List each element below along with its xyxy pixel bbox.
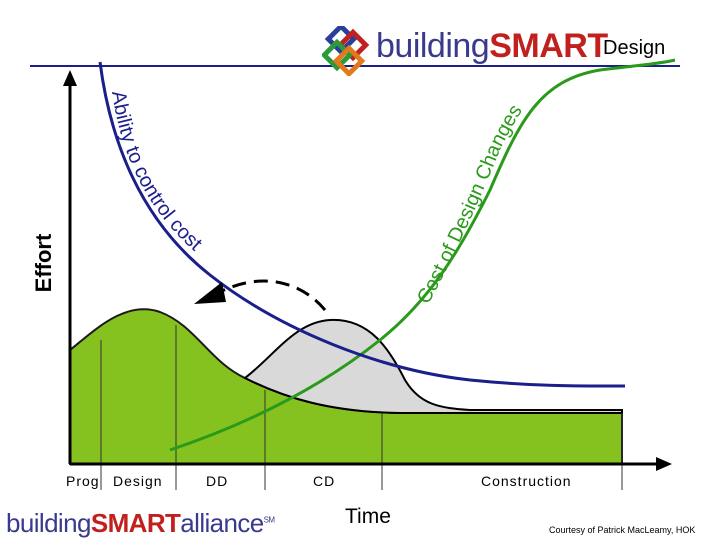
footer-logo-light: building: [6, 508, 91, 538]
header-brand: buildingSMART: [376, 27, 608, 66]
ability-curve: [98, 61, 626, 388]
footer-logo: buildingSMARTallianceSM: [6, 508, 275, 539]
image-credit: Courtesy of Patrick MacLeamy, HOK: [549, 525, 696, 535]
phase-dd: DD: [206, 473, 229, 489]
x-axis-arrow: [656, 457, 672, 471]
y-axis-label: Effort: [31, 233, 56, 293]
phase-construction: Construction: [481, 473, 572, 489]
footer-logo-tail: alliance: [180, 508, 264, 538]
phase-cd: CD: [313, 473, 336, 489]
header-brand-bold: SMART: [489, 27, 608, 65]
preferred-effort-area: [243, 318, 623, 414]
y-axis-arrow: [63, 70, 77, 86]
shift-effort-arrow: [219, 279, 327, 311]
footer-logo-bold: SMART: [90, 508, 181, 538]
x-axis-label: Time: [345, 505, 391, 528]
header-brand-light: building: [376, 27, 490, 65]
footer-logo-tm: SM: [263, 515, 275, 525]
phase-prog: Prog: [66, 473, 100, 489]
phase-design: Design: [113, 473, 163, 489]
ability-curve-label: Ability to control cost: [107, 89, 206, 255]
cost-of-change-curve: [169, 58, 676, 452]
arrow-head: [194, 282, 226, 304]
buildingsmart-logo-icon: [322, 26, 370, 76]
header-subtitle: Design: [603, 37, 666, 59]
cost-of-change-label: Cost of Design Changes: [413, 101, 527, 308]
